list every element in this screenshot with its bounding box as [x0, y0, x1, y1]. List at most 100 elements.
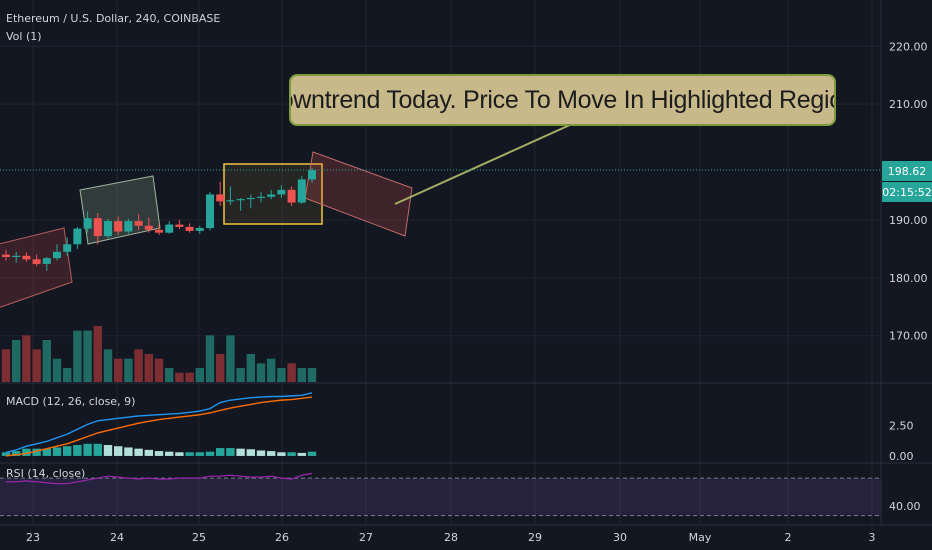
volume-bar [63, 368, 72, 382]
candle-body [226, 200, 235, 202]
time-tick-label: 28 [444, 531, 458, 544]
candle-body [42, 258, 51, 264]
macd-histogram-bar [277, 452, 286, 456]
macd-histogram-bar [236, 448, 245, 456]
volume-bar [236, 368, 245, 382]
rsi-band [0, 478, 881, 516]
time-tick-label: 29 [528, 531, 542, 544]
volume-bar [297, 368, 306, 382]
candle-body [63, 244, 72, 252]
candle-body [73, 228, 82, 245]
candle-body [195, 228, 204, 231]
volume-bar [246, 354, 255, 382]
volume-bar [103, 349, 113, 382]
candlesticks [0, 167, 881, 271]
candle-body [297, 179, 306, 203]
candle-body [206, 194, 214, 229]
candle-body [114, 221, 123, 232]
macd-histogram-bar [114, 446, 123, 456]
volume-bar [154, 358, 164, 382]
macd-histogram-bar [12, 451, 21, 456]
volume-bar [256, 363, 266, 382]
macd-histogram-bar [256, 450, 266, 456]
time-tick-label: 24 [110, 531, 124, 544]
signal-line [5, 396, 313, 457]
time-tick-label: 27 [359, 531, 373, 544]
rsi-pane [0, 462, 932, 517]
macd-indicator-label[interactable]: MACD (12, 26, close, 9) [6, 395, 136, 408]
symbol-title[interactable]: Ethereum / U.S. Dollar, 240, COINBASE [6, 12, 221, 25]
volume-bar [277, 368, 286, 382]
macd-line [5, 392, 313, 453]
candle-body [134, 221, 143, 226]
candle-body [257, 196, 265, 198]
time-tick-label: 26 [275, 531, 289, 544]
annotation-callout[interactable]: Downtrend Today. Price To Move In Highli… [289, 74, 836, 126]
time-tick-label: 30 [613, 531, 627, 544]
volume-bar [73, 330, 82, 382]
candle-body [277, 189, 286, 195]
macd-histogram-bar [103, 445, 113, 456]
macd-histogram-bar [205, 451, 215, 456]
macd-histogram-bar [246, 449, 255, 456]
volume-bar [83, 330, 92, 382]
volume-bar [216, 354, 225, 382]
volume-bar [267, 358, 276, 382]
countdown-tag: 02:15:52 [882, 182, 932, 202]
volume-indicator-label[interactable]: Vol (1) [6, 30, 42, 43]
volume-bars [1, 326, 317, 382]
time-tick-label: 25 [192, 531, 206, 544]
macd-histogram-bar [287, 452, 296, 456]
volume-bar [226, 335, 235, 382]
volume-bar [12, 340, 21, 382]
macd-pane [0, 382, 932, 457]
candle-body [22, 255, 31, 260]
price-tick-label: 180.00 [889, 272, 928, 285]
macd-histogram-bar [216, 448, 225, 456]
volume-bar [195, 368, 204, 382]
macd-histogram-bar [154, 451, 164, 456]
volume-bar [22, 335, 31, 382]
macd-histogram-bar [144, 449, 153, 456]
volume-bar [165, 368, 174, 382]
macd-tick-label: 0.00 [889, 450, 914, 463]
rsi-indicator-label[interactable]: RSI (14, close) [6, 467, 86, 480]
downtrend-region-left [0, 227, 73, 308]
price-tick-label: 170.00 [889, 330, 928, 343]
volume-bar [32, 349, 41, 382]
volume-bar [144, 354, 153, 382]
drawn-shapes[interactable] [0, 123, 573, 308]
candle-body [93, 218, 102, 237]
macd-histogram-bar [83, 443, 92, 456]
candle-body [165, 224, 174, 233]
candle-body [185, 226, 194, 231]
current-price-tag: 198.62 [882, 161, 932, 181]
candle-body [53, 251, 61, 259]
volume-bar [93, 326, 102, 382]
macd-histogram-bar [63, 446, 72, 456]
candle-body [308, 170, 316, 180]
candle-body [175, 224, 184, 227]
macd-tick-label: 2.50 [889, 420, 914, 433]
rsi-tick-label: 40.00 [889, 500, 921, 513]
volume-bar [307, 368, 317, 382]
candle-body [32, 259, 41, 264]
time-tick-label: 23 [26, 531, 40, 544]
time-tick-label: May [689, 531, 712, 544]
candle-body [83, 218, 92, 229]
macd-histogram-bar [307, 451, 317, 456]
candle-body [104, 221, 112, 237]
candle-body [155, 229, 163, 233]
rsi-line [6, 472, 313, 485]
time-tick-label: 3 [869, 531, 876, 544]
volume-bar [114, 358, 123, 382]
macd-histogram-bar [93, 443, 102, 456]
candle-body [124, 221, 133, 232]
macd-histogram-bar [267, 451, 276, 456]
projected-region [304, 151, 413, 237]
candle-body [12, 255, 21, 257]
macd-histogram-bar [124, 447, 133, 456]
macd-histogram-bar [73, 445, 82, 456]
time-tick-label: 2 [785, 531, 792, 544]
